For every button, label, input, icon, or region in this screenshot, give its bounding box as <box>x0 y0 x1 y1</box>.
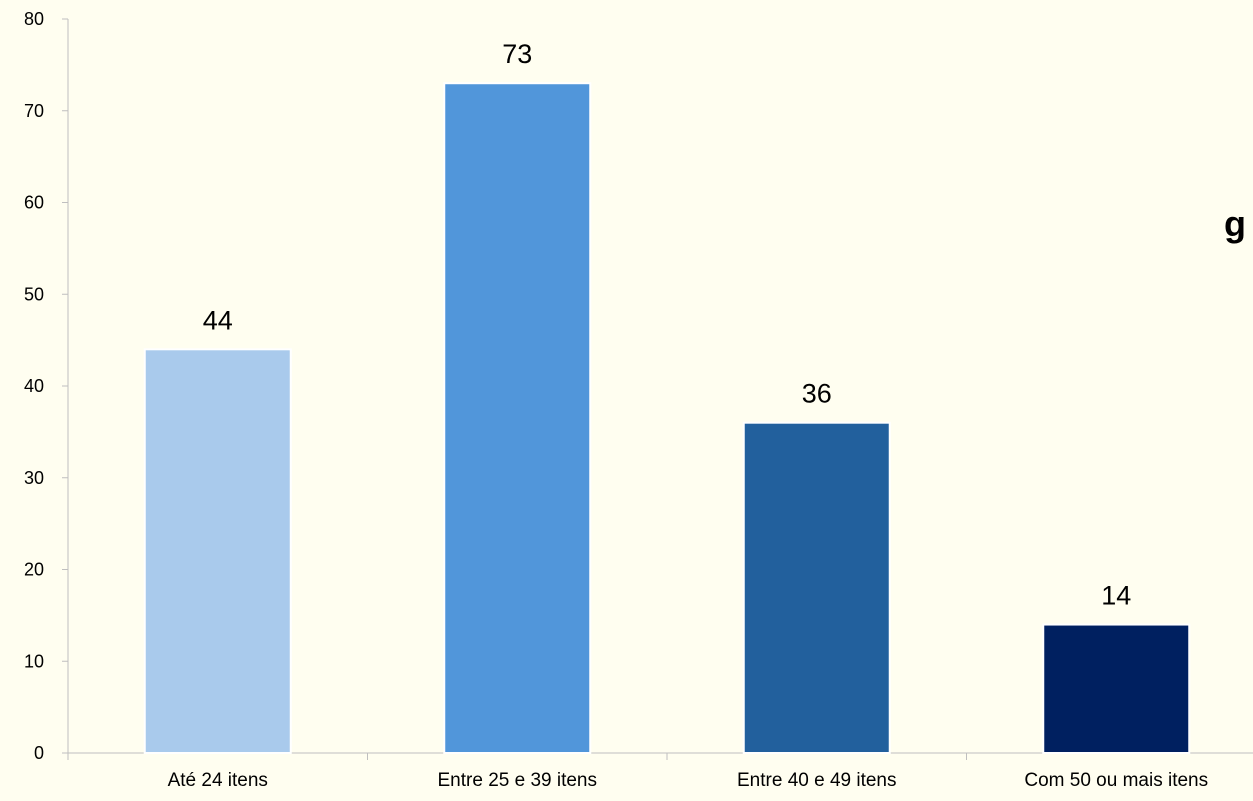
x-axis: Até 24 itens Entre 25 e 39 itens Entre 40 … <box>67 752 1253 791</box>
y-tick-label: 20 <box>24 560 44 580</box>
bar <box>742 421 891 754</box>
x-category-label: Com 50 ou mais itens <box>1024 770 1208 791</box>
bar-series <box>143 82 1191 755</box>
y-tick-label: 40 <box>24 376 44 396</box>
y-tick-label: 80 <box>24 9 44 29</box>
y-tick-label: 70 <box>24 101 44 121</box>
x-category-label: Entre 25 e 39 itens <box>438 770 598 791</box>
bar <box>443 82 592 755</box>
y-tick-label: 0 <box>34 743 44 763</box>
y-tick-label: 10 <box>24 651 44 671</box>
bar-value-label: 36 <box>802 379 832 409</box>
x-category-label: Entre 40 e 49 itens <box>737 770 897 791</box>
y-tick-label: 30 <box>24 468 44 488</box>
overlay-cut-text: g <box>1224 203 1246 244</box>
bar <box>143 348 292 754</box>
data-labels: 44 73 36 14 <box>203 39 1132 610</box>
y-axis: 0 10 20 30 40 50 60 70 80 <box>24 9 69 763</box>
bar-value-label: 44 <box>203 305 233 335</box>
x-category-label: Até 24 itens <box>168 770 268 791</box>
bar <box>1042 623 1191 754</box>
bar-value-label: 73 <box>502 39 532 69</box>
bar-value-label: 14 <box>1101 581 1131 611</box>
y-tick-label: 50 <box>24 284 44 304</box>
y-tick-label: 60 <box>24 193 44 213</box>
